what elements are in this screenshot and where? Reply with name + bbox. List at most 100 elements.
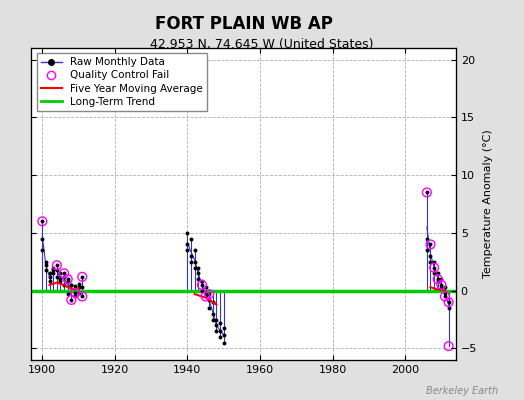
Point xyxy=(74,280,83,287)
Point xyxy=(423,236,431,242)
Point xyxy=(198,288,206,294)
Point xyxy=(201,293,210,300)
Point xyxy=(78,293,86,300)
Y-axis label: Temperature Anomaly (°C): Temperature Anomaly (°C) xyxy=(483,130,493,278)
Point xyxy=(52,262,61,268)
Point xyxy=(63,278,72,285)
Point xyxy=(183,247,192,254)
Point xyxy=(441,290,449,296)
Point xyxy=(74,284,83,290)
Point xyxy=(437,282,445,288)
Point xyxy=(444,305,453,311)
Point xyxy=(63,276,72,282)
Point xyxy=(67,297,75,303)
Point xyxy=(191,258,199,265)
Point xyxy=(205,291,213,297)
Point xyxy=(46,278,54,285)
Point xyxy=(220,340,228,346)
Point xyxy=(437,285,445,292)
Title: FORT PLAIN WB AP: FORT PLAIN WB AP xyxy=(155,14,333,32)
Point xyxy=(67,282,75,288)
Point xyxy=(427,253,435,259)
Point xyxy=(42,267,50,273)
Point xyxy=(71,293,79,300)
Point xyxy=(187,258,195,265)
Point xyxy=(212,328,221,334)
Point xyxy=(216,328,224,334)
Point xyxy=(187,236,195,242)
Point xyxy=(56,276,64,282)
Point xyxy=(38,218,47,224)
Point xyxy=(67,297,75,303)
Point xyxy=(444,299,453,306)
Point xyxy=(427,241,435,248)
Point xyxy=(60,270,68,276)
Point xyxy=(423,189,431,196)
Point xyxy=(430,258,438,265)
Point xyxy=(49,270,58,276)
Point xyxy=(60,270,68,276)
Point xyxy=(433,276,442,282)
Point xyxy=(71,290,79,296)
Point xyxy=(430,264,438,271)
Point xyxy=(63,276,72,282)
Point xyxy=(209,310,217,317)
Point xyxy=(187,253,195,259)
Point xyxy=(71,283,79,289)
Point xyxy=(441,293,449,300)
Point xyxy=(437,276,445,282)
Point xyxy=(441,284,449,290)
Point xyxy=(78,293,86,300)
Point xyxy=(56,278,64,285)
Point xyxy=(423,189,431,196)
Point xyxy=(201,290,210,296)
Point xyxy=(49,264,58,271)
Point xyxy=(437,282,445,288)
Point xyxy=(198,282,206,288)
Point xyxy=(198,282,206,288)
Point xyxy=(60,282,68,288)
Point xyxy=(430,270,438,276)
Point xyxy=(56,270,64,276)
Point xyxy=(427,241,435,248)
Point xyxy=(49,267,58,273)
Point xyxy=(46,274,54,280)
Point xyxy=(78,274,86,280)
Point xyxy=(52,262,61,268)
Point xyxy=(38,236,47,242)
Point xyxy=(444,343,453,349)
Point xyxy=(194,264,202,271)
Point xyxy=(201,284,210,290)
Point xyxy=(220,324,228,331)
Point xyxy=(67,282,75,288)
Point xyxy=(198,278,206,285)
Point xyxy=(52,267,61,273)
Point xyxy=(38,218,47,224)
Point xyxy=(52,274,61,280)
Point xyxy=(201,293,210,300)
Point xyxy=(433,278,442,285)
Point xyxy=(194,276,202,282)
Point xyxy=(183,230,192,236)
Point xyxy=(71,290,79,296)
Text: Berkeley Earth: Berkeley Earth xyxy=(425,386,498,396)
Point xyxy=(433,270,442,276)
Point xyxy=(60,274,68,280)
Point xyxy=(205,291,213,297)
Point xyxy=(63,291,72,297)
Point xyxy=(78,284,86,290)
Point xyxy=(205,305,213,311)
Point xyxy=(194,270,202,276)
Point xyxy=(427,258,435,265)
Point xyxy=(209,299,217,306)
Point xyxy=(216,320,224,326)
Point xyxy=(183,241,192,248)
Point xyxy=(212,322,221,328)
Point xyxy=(441,293,449,300)
Point xyxy=(74,290,83,296)
Legend: Raw Monthly Data, Quality Control Fail, Five Year Moving Average, Long-Term Tren: Raw Monthly Data, Quality Control Fail, … xyxy=(37,53,207,111)
Point xyxy=(38,247,47,254)
Point xyxy=(209,316,217,323)
Point xyxy=(191,247,199,254)
Point xyxy=(46,270,54,276)
